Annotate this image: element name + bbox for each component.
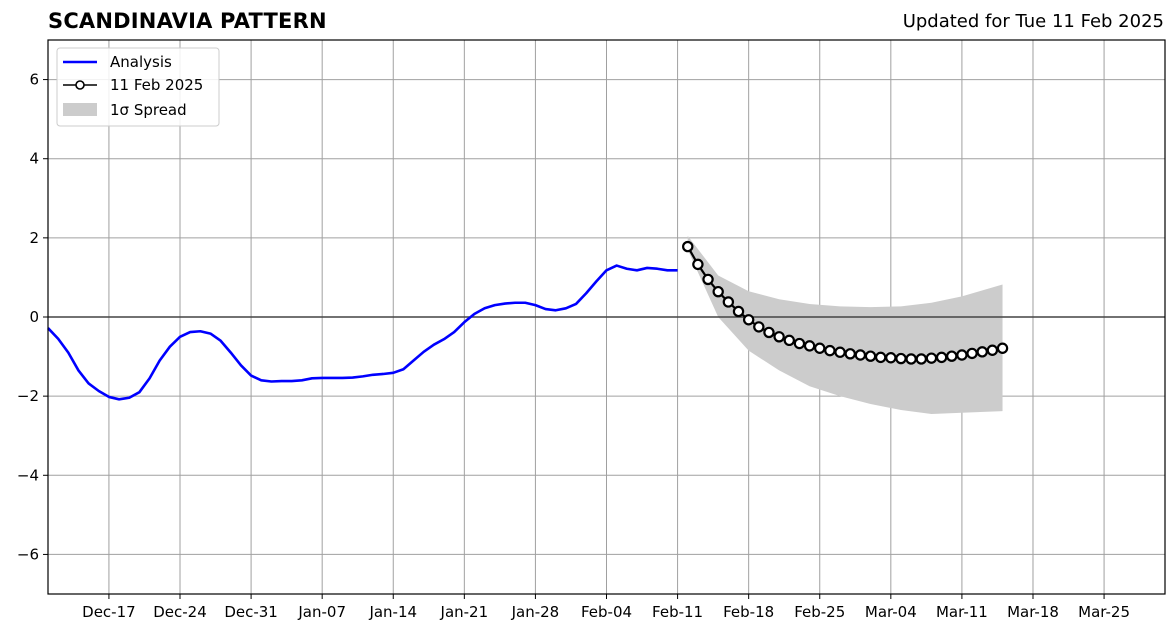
legend-swatch-spread bbox=[63, 103, 97, 116]
forecast-point bbox=[956, 349, 968, 361]
forecast-point bbox=[946, 350, 958, 362]
legend-label-spread: 1σ Spread bbox=[110, 101, 187, 119]
y-tick-label: −4 bbox=[17, 466, 39, 484]
forecast-point bbox=[763, 326, 775, 339]
forecast-point bbox=[966, 347, 978, 360]
forecast-point bbox=[814, 342, 826, 354]
spread-band bbox=[687, 235, 1003, 414]
forecast-point bbox=[915, 353, 927, 365]
forecast-point bbox=[783, 334, 795, 347]
forecast-point bbox=[935, 351, 948, 364]
x-tick-label: Feb-11 bbox=[652, 603, 703, 621]
x-tick-label: Jan-07 bbox=[297, 603, 346, 621]
legend-swatch-forecast-marker bbox=[75, 80, 85, 90]
forecast-point bbox=[824, 344, 836, 357]
y-tick-label: −2 bbox=[17, 387, 39, 405]
forecast-point bbox=[925, 352, 938, 364]
forecast-point bbox=[702, 273, 714, 286]
y-tick-label: 2 bbox=[29, 229, 39, 247]
x-tick-label: Jan-21 bbox=[440, 603, 489, 621]
forecast-point bbox=[742, 314, 755, 326]
x-tick-label: Jan-14 bbox=[368, 603, 417, 621]
forecast-point bbox=[986, 344, 999, 356]
forecast-point bbox=[905, 353, 917, 365]
x-axis-ticks: Dec-17 Dec-24 Dec-31 Jan-07 Jan-14 Jan-21 Jan-… bbox=[82, 594, 1130, 621]
x-tick-label: Feb-04 bbox=[581, 603, 632, 621]
y-axis-ticks: 6 4 2 0 −2 −4 −6 bbox=[17, 71, 48, 563]
x-tick-label: Mar-25 bbox=[1078, 603, 1130, 621]
forecast-point bbox=[864, 350, 877, 362]
forecast-point bbox=[722, 296, 735, 308]
forecast-point bbox=[874, 351, 887, 364]
analysis-line bbox=[47, 264, 678, 401]
forecast-point bbox=[834, 346, 846, 358]
legend-label-forecast: 11 Feb 2025 bbox=[110, 76, 203, 94]
forecast-point bbox=[885, 352, 897, 364]
legend-box bbox=[56, 47, 220, 127]
forecast-point bbox=[682, 240, 694, 253]
x-tick-label: Dec-31 bbox=[224, 603, 278, 621]
chart-updated-date: Updated for Tue 11 Feb 2025 bbox=[902, 11, 1164, 32]
x-tick-label: Mar-11 bbox=[936, 603, 988, 621]
forecast-point bbox=[753, 321, 765, 333]
x-tick-label: Mar-04 bbox=[865, 603, 917, 621]
x-tick-label: Feb-25 bbox=[794, 603, 845, 621]
legend-label-analysis: Analysis bbox=[110, 53, 172, 71]
x-tick-label: Dec-24 bbox=[153, 603, 207, 621]
forecast-point bbox=[732, 305, 745, 318]
forecast-point bbox=[773, 331, 785, 343]
spread-band-layer bbox=[687, 235, 1003, 414]
y-tick-label: 4 bbox=[29, 150, 39, 168]
forecast-point bbox=[712, 285, 724, 298]
chart-title: SCANDINAVIA PATTERN bbox=[48, 9, 327, 33]
forecast-point bbox=[692, 258, 704, 271]
y-tick-label: 0 bbox=[29, 308, 39, 326]
forecast-point bbox=[976, 346, 988, 358]
x-tick-label: Jan-28 bbox=[511, 603, 560, 621]
forecast-point bbox=[996, 342, 1009, 354]
forecast-point bbox=[803, 340, 816, 352]
x-tick-label: Mar-18 bbox=[1007, 603, 1059, 621]
legend: Analysis 11 Feb 2025 1σ Spread bbox=[56, 47, 220, 127]
y-tick-label: −6 bbox=[17, 545, 39, 563]
series-layer bbox=[47, 240, 1009, 401]
forecast-point bbox=[844, 348, 856, 360]
x-tick-label: Feb-18 bbox=[723, 603, 774, 621]
forecast-point bbox=[854, 349, 867, 361]
y-tick-label: 6 bbox=[29, 71, 39, 89]
x-tick-label: Dec-17 bbox=[82, 603, 136, 621]
forecast-point bbox=[793, 337, 806, 350]
forecast-point bbox=[895, 352, 907, 365]
